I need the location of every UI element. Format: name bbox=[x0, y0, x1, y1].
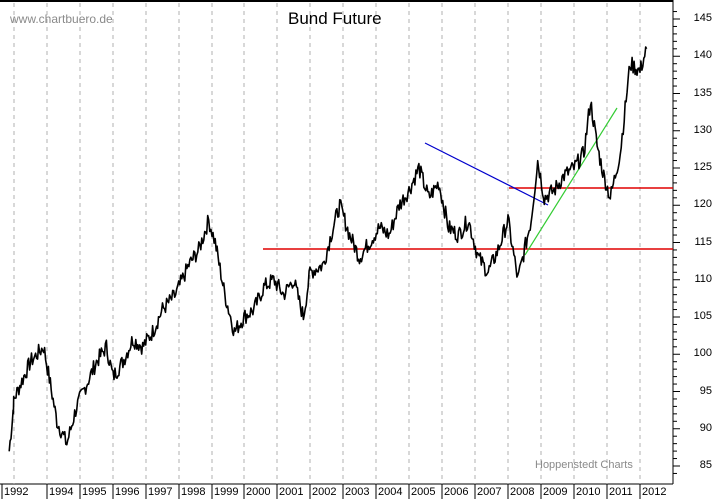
x-tick-label: 2012 bbox=[642, 486, 667, 498]
y-tick-label: 135 bbox=[693, 86, 712, 99]
y-tick-label: 145 bbox=[693, 12, 712, 24]
x-tick-label: 2008 bbox=[510, 486, 535, 498]
x-tick-label: 2007 bbox=[477, 486, 502, 498]
x-tick-label: 2003 bbox=[345, 486, 370, 498]
x-tick-label: 2005 bbox=[411, 486, 436, 498]
y-tick-label: 95 bbox=[699, 384, 712, 397]
uptrend-line bbox=[524, 107, 618, 256]
x-axis-ticks bbox=[1, 484, 641, 499]
y-tick-label: 105 bbox=[693, 310, 712, 322]
chart-title: Bund Future bbox=[288, 9, 382, 28]
y-tick-label: 90 bbox=[699, 421, 712, 434]
y-tick-label: 120 bbox=[693, 198, 712, 211]
x-tick-label: 2001 bbox=[279, 486, 304, 498]
downtrend-line bbox=[424, 142, 549, 206]
x-tick-label: 1998 bbox=[181, 486, 206, 498]
x-tick-label: 1999 bbox=[214, 486, 239, 498]
x-tick-label: 1992 bbox=[4, 486, 29, 498]
x-tick-label: 2004 bbox=[378, 486, 403, 498]
y-tick-label: 115 bbox=[694, 235, 712, 248]
y-tick-label: 110 bbox=[694, 272, 712, 285]
y-tick-label: 130 bbox=[693, 123, 712, 136]
x-tick-label: 2002 bbox=[312, 486, 337, 498]
x-tick-label: 2011 bbox=[609, 486, 633, 498]
y-tick-label: 125 bbox=[693, 161, 712, 173]
x-tick-label: 2010 bbox=[576, 486, 601, 498]
x-tick-label: 1996 bbox=[115, 486, 140, 498]
source-label: Hoppenstedt Charts bbox=[535, 459, 633, 471]
price-line bbox=[8, 46, 648, 452]
y-tick-label: 140 bbox=[693, 49, 712, 62]
watermark: www.chartbuero.de bbox=[10, 12, 113, 26]
x-tick-label: 2000 bbox=[246, 486, 271, 498]
x-tick-label: 2006 bbox=[444, 486, 469, 498]
x-tick-label: 1995 bbox=[82, 486, 107, 498]
y-tick-label: 100 bbox=[693, 347, 712, 360]
x-tick-label: 1994 bbox=[49, 486, 74, 498]
y-tick-label: 85 bbox=[699, 459, 712, 471]
x-tick-label: 1997 bbox=[148, 486, 173, 498]
vertical-gridlines bbox=[13, 3, 641, 484]
y-axis-ticks bbox=[673, 11, 680, 474]
x-tick-label: 2009 bbox=[543, 486, 568, 498]
